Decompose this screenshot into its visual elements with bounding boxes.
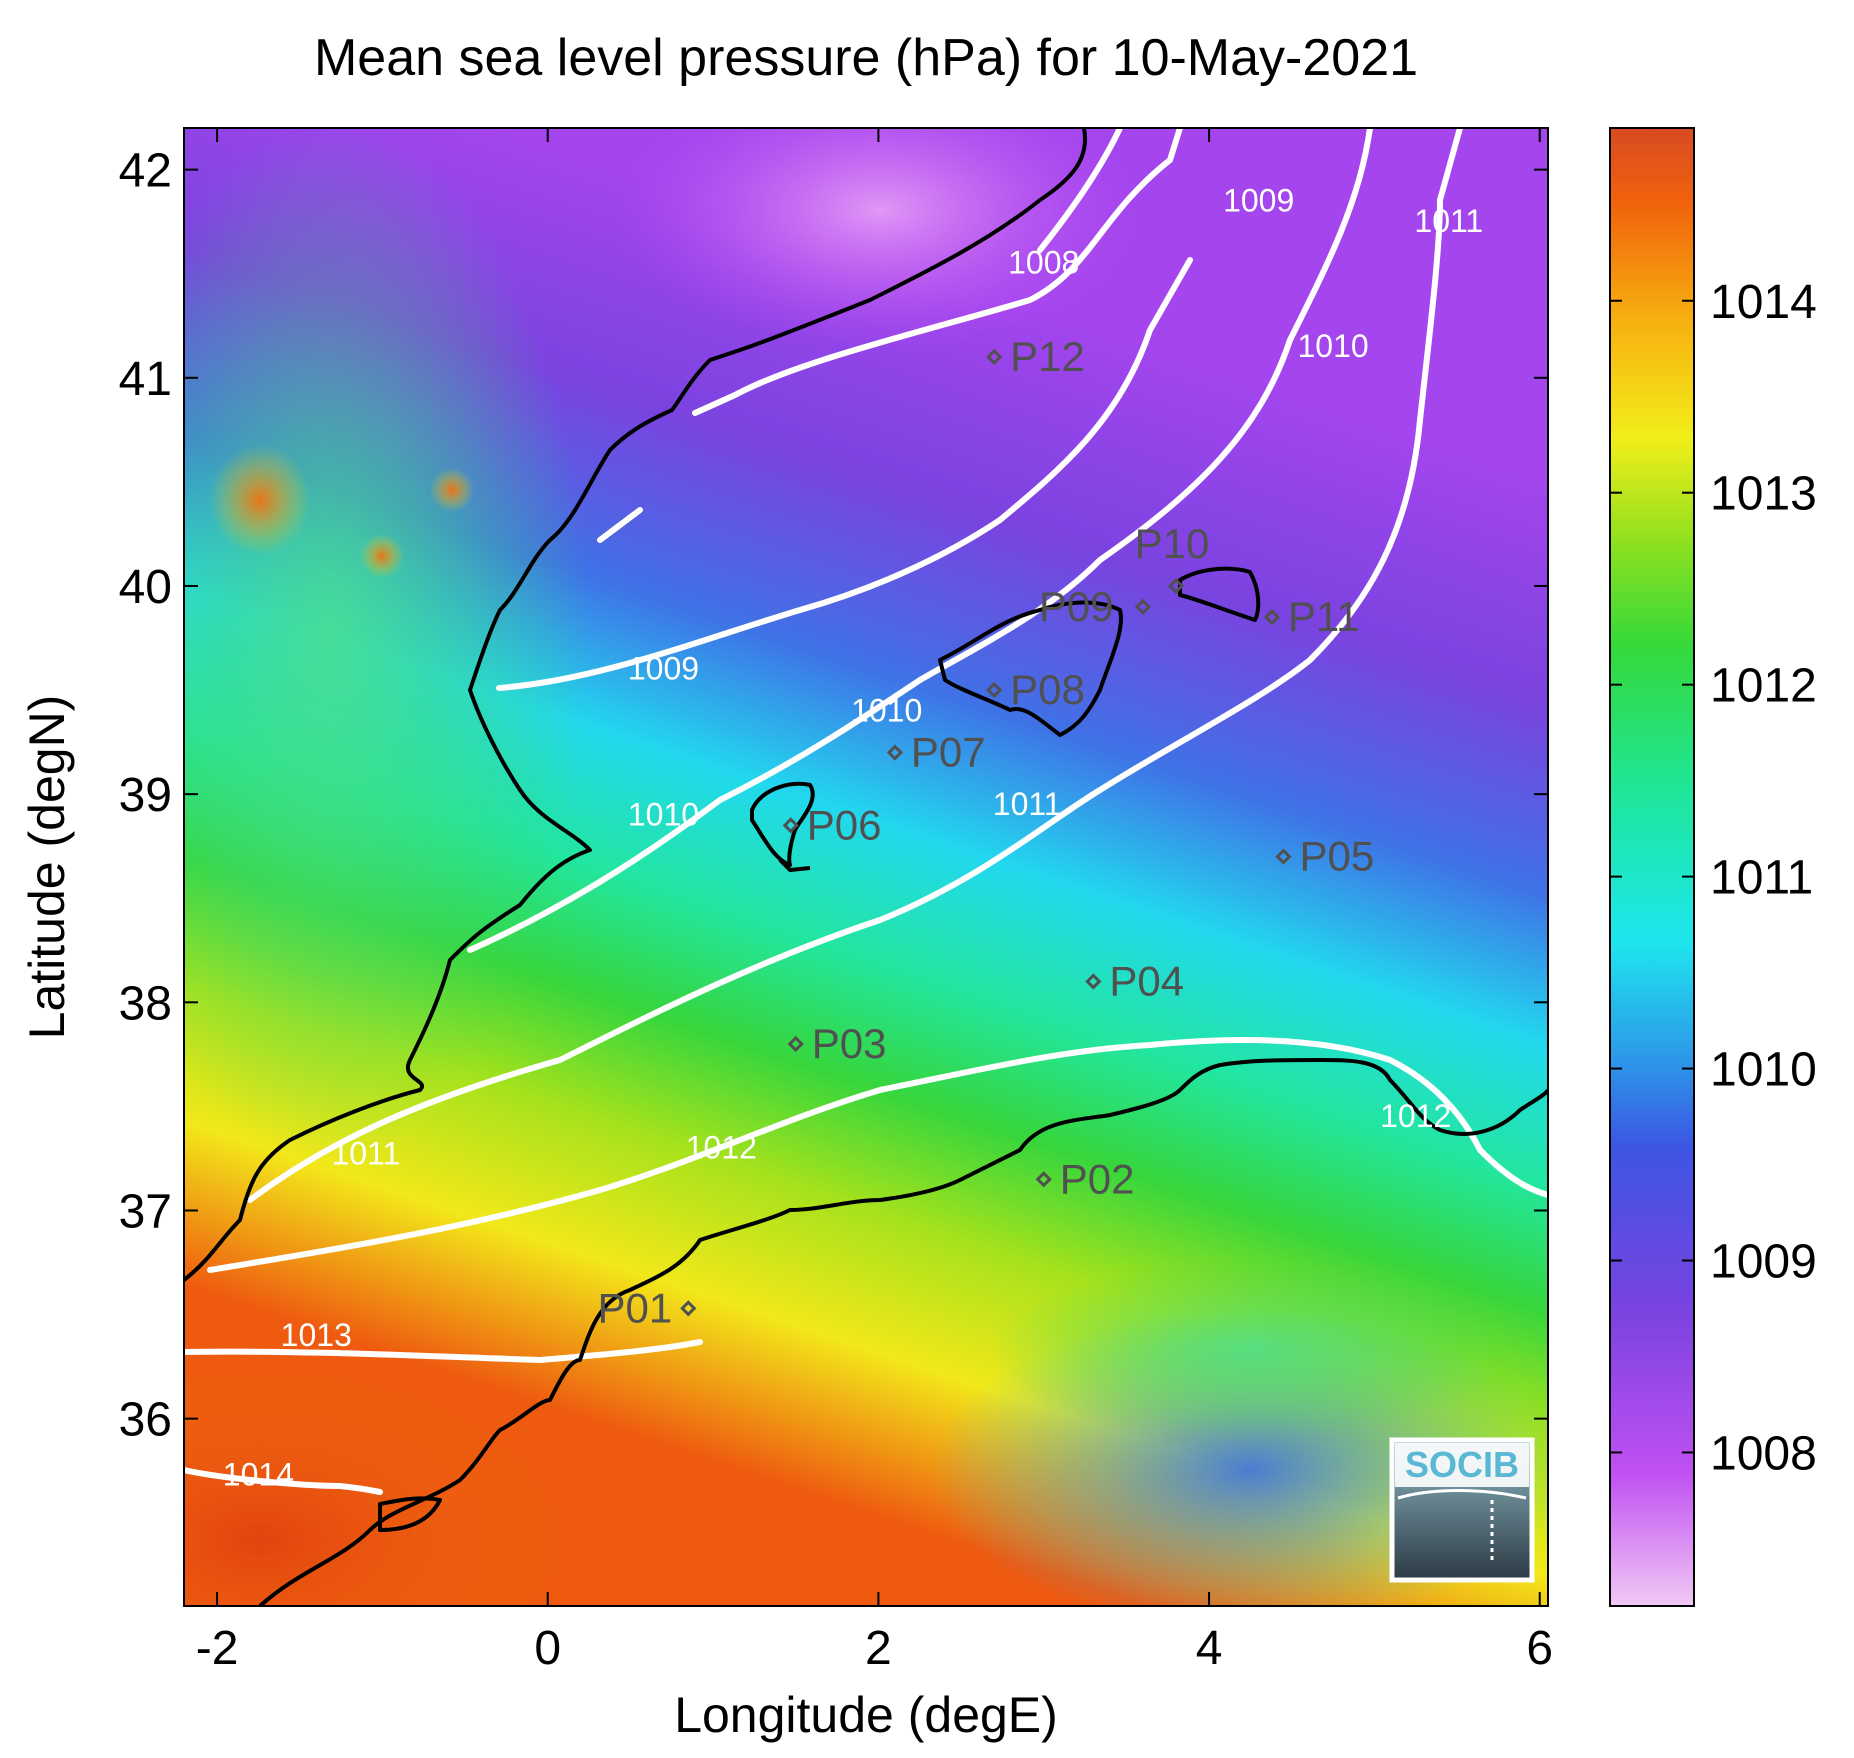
socib-logo: SOCIB: [1389, 1437, 1535, 1583]
high-pressure-southwest: [184, 1360, 580, 1606]
pressure-contours: [184, 128, 1548, 1495]
contour-1014: [184, 1467, 383, 1495]
y-tick-label: 38: [119, 977, 172, 1030]
point-marker: [1035, 1171, 1052, 1188]
point-marker: [1085, 973, 1102, 990]
y-tick-labels: 36 37 38 39 40 41 42: [119, 145, 172, 1447]
socib-logo-band: [1395, 1443, 1529, 1487]
contour-label: 1010: [1297, 328, 1368, 364]
coastlines: [184, 128, 1548, 1606]
y-tick-label: 39: [119, 769, 172, 822]
contour-label: 1010: [628, 796, 699, 832]
y-tick-label: 37: [119, 1185, 172, 1238]
africa-interior-field: [990, 1260, 1510, 1440]
y-axis-label: Latitude (degN): [19, 695, 75, 1040]
iberian-coast: [184, 128, 1088, 1282]
x-tick-label: 4: [1196, 1622, 1223, 1675]
contour-label: 1008: [1008, 245, 1079, 281]
point-marker: [1167, 577, 1185, 595]
y-tick-label: 40: [119, 561, 172, 614]
contour-label: 1009: [628, 651, 699, 687]
high-pressure-north: [620, 128, 1140, 350]
socib-logo-text: SOCIB: [1405, 1444, 1519, 1485]
x-tick-label: 2: [865, 1622, 892, 1675]
point-label: P04: [1109, 957, 1184, 1004]
colorbar-tick-label: 1013: [1710, 468, 1817, 521]
mallorca-coast: [938, 600, 1123, 737]
x-tick-labels: -2 0 2 4 6: [196, 1622, 1553, 1675]
point-label: P08: [1010, 666, 1085, 713]
contour-1009: [496, 257, 1193, 691]
map-area: 1008 1009 1009 1010 1010 1010 1011 1011 1011 1012…: [184, 128, 1548, 1606]
contour-1009-north: [1037, 128, 1123, 253]
inland-hotspot-3: [430, 468, 474, 512]
point-marker: [680, 1300, 697, 1317]
contour-labels: 1008 1009 1009 1010 1010 1010 1011 1011 1011 1012…: [223, 182, 1483, 1492]
colorbar-tick-label: 1010: [1710, 1044, 1817, 1097]
contour-label: 1009: [1223, 182, 1294, 218]
ibiza-coast: [750, 781, 815, 867]
point-marker: [1263, 609, 1281, 626]
contour-label: 1011: [331, 1136, 400, 1172]
point-marker: [1275, 848, 1292, 865]
contour-label: 1011: [993, 786, 1062, 822]
contour-label: 1014: [223, 1456, 294, 1492]
y-tick-label: 42: [119, 145, 172, 198]
contour-label: 1012: [686, 1129, 757, 1165]
x-axis-label: Longitude (degE): [674, 1687, 1058, 1743]
north-africa-coast: [258, 1058, 1548, 1606]
contour-label: 1011: [1414, 203, 1483, 239]
sample-points: P01 P02 P03 P04 P05 P06 P07 P08 P09 P10 P11 P12: [598, 333, 1375, 1331]
contour-1012: [207, 1037, 1548, 1273]
point-label: P09: [1039, 583, 1114, 630]
point-marker: [787, 1035, 804, 1053]
contour-1008: [692, 128, 1183, 416]
point-marker: [986, 348, 1003, 366]
x-tick-label: 6: [1526, 1622, 1553, 1675]
contour-1013: [184, 1339, 703, 1364]
socib-logo-wave: [1397, 1489, 1527, 1500]
colorbar-ticks: 1008 1009 1010 1011 1012 1013 1014: [1610, 276, 1817, 1480]
point-label: P12: [1010, 333, 1085, 380]
point-label: P06: [807, 801, 882, 848]
point-marker: [886, 744, 904, 761]
map-title: Mean sea level pressure (hPa) for 10-May…: [314, 29, 1418, 87]
point-label: P03: [812, 1020, 887, 1067]
contour-label: 1010: [851, 692, 922, 728]
point-label: P11: [1288, 593, 1360, 640]
point-label: P05: [1299, 833, 1374, 880]
inland-hotspot-1: [210, 445, 310, 555]
point-label: P02: [1060, 1155, 1135, 1202]
y-tick-label: 41: [119, 353, 172, 406]
contour-1011: [247, 128, 1463, 1203]
point-label: P10: [1135, 520, 1210, 567]
colorbar: 1008 1009 1010 1011 1012 1013 1014: [1609, 127, 1817, 1607]
contour-label: 1013: [281, 1317, 352, 1353]
colorbar-tick-label: 1014: [1710, 276, 1817, 329]
inland-west-field: [184, 128, 590, 1160]
point-marker: [782, 817, 799, 834]
contour-1010: [467, 128, 1373, 953]
plot-frame: [183, 127, 1549, 1607]
colorbar-tick-label: 1009: [1710, 1235, 1817, 1288]
colorbar-scale: [1609, 127, 1695, 1607]
point-marker: [1134, 598, 1152, 615]
colorbar-tick-label: 1012: [1710, 660, 1817, 713]
contour-label: 1012: [1380, 1098, 1451, 1134]
colorbar-tick-label: 1011: [1710, 852, 1813, 905]
x-tick-label: 0: [534, 1622, 561, 1675]
inland-hotspot-2: [360, 534, 404, 578]
formentera-coast: [778, 858, 811, 872]
axis-ticks: [184, 128, 1548, 1606]
menorca-coast: [1178, 566, 1261, 622]
point-label: P07: [911, 729, 986, 776]
point-label: P01: [598, 1284, 673, 1331]
alboran-coast: [378, 1496, 442, 1532]
x-tick-label: -2: [196, 1622, 239, 1675]
y-tick-label: 36: [119, 1394, 172, 1447]
point-marker: [986, 681, 1003, 699]
colorbar-tick-label: 1008: [1710, 1427, 1817, 1480]
